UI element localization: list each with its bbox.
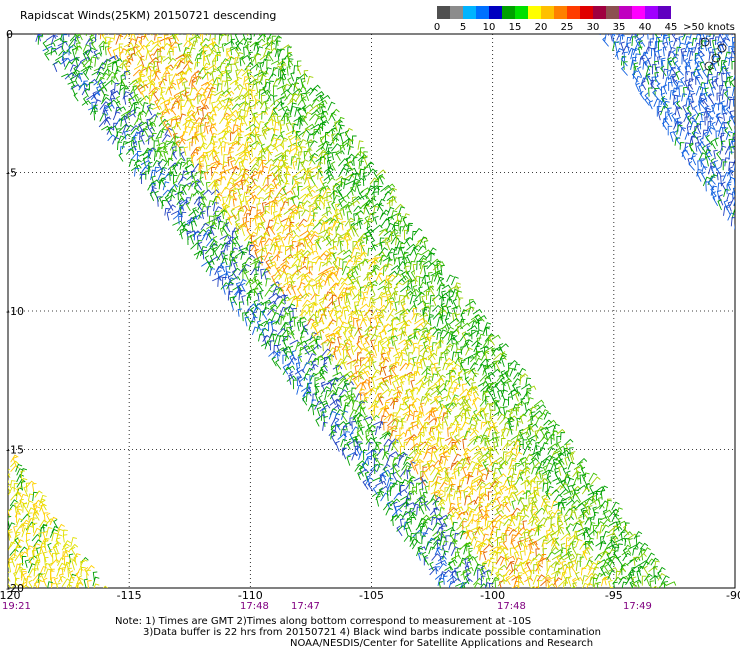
chart-title: Rapidscat Winds(25KM) 20150721 descendin…	[20, 9, 277, 22]
time-label: 17:48	[240, 601, 269, 612]
colorbar-label: 15	[508, 22, 522, 33]
lon-tick-label: -120	[0, 589, 20, 602]
note-line-3: NOAA/NESDIS/Center for Satellite Applica…	[290, 638, 594, 649]
time-label: 19:21	[2, 601, 31, 612]
colorbar-swatch	[502, 6, 515, 19]
lon-tick-label: -95	[605, 589, 623, 602]
wind-barbs	[8, 34, 735, 588]
colorbar-label: 10	[482, 22, 496, 33]
colorbar-swatch	[593, 6, 606, 19]
colorbar-swatch	[619, 6, 632, 19]
colorbar-swatch	[606, 6, 619, 19]
colorbar-swatch	[528, 6, 541, 19]
colorbar-label: 45	[664, 22, 678, 33]
lon-tick-label: -110	[238, 589, 263, 602]
colorbar-swatch	[463, 6, 476, 19]
colorbar-swatch	[645, 6, 658, 19]
lon-tick-label: -105	[359, 589, 384, 602]
note-line-2: 3)Data buffer is 22 hrs from 20150721 4)…	[143, 627, 601, 638]
lat-tick-label: 0	[6, 28, 13, 41]
time-label: 17:49	[623, 601, 652, 612]
time-label: 17:47	[291, 601, 320, 612]
lat-tick-label: -10	[6, 305, 24, 318]
colorbar-label: >50 knots	[683, 22, 735, 33]
lat-tick-label: -20	[6, 582, 24, 595]
colorbar-swatch	[437, 6, 450, 19]
colorbar-swatch	[515, 6, 528, 19]
colorbar-swatch	[580, 6, 593, 19]
colorbar-label: 20	[534, 22, 548, 33]
colorbar-label: 40	[638, 22, 652, 33]
colorbar-label: 25	[560, 22, 574, 33]
lon-tick-label: -115	[117, 589, 142, 602]
colorbar-label: 5	[459, 22, 467, 33]
colorbar-swatch	[554, 6, 567, 19]
colorbar-swatch	[541, 6, 554, 19]
wind-map: -120 -115 -110 -105 -100 -95 -90 0 -5 -10 -15 -20 19…	[0, 28, 740, 612]
colorbar-swatch	[632, 6, 645, 19]
colorbar-swatch	[450, 6, 463, 19]
colorbar-label: 35	[612, 22, 626, 33]
colorbar-swatch	[567, 6, 580, 19]
colorbar-swatch	[476, 6, 489, 19]
lon-tick-label: -90	[726, 589, 740, 602]
lat-tick-label: -5	[6, 167, 17, 180]
note-line-1: Note: 1) Times are GMT 2)Times along bot…	[115, 616, 532, 627]
colorbar-swatch	[489, 6, 502, 19]
lon-tick-label: -100	[480, 589, 505, 602]
lat-tick-label: -15	[6, 444, 24, 457]
colorbar-swatch	[658, 6, 671, 19]
time-label: 17:48	[497, 601, 526, 612]
colorbar-label: 30	[586, 22, 600, 33]
colorbar-label: 0	[433, 22, 441, 33]
